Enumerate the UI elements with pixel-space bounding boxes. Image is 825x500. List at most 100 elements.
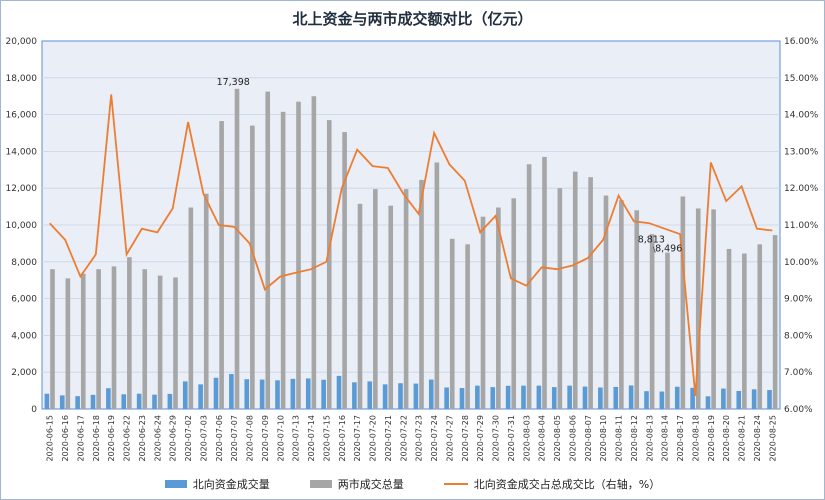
series-total-volume <box>50 88 778 410</box>
x-tick-label: 2020-08-11 <box>615 415 624 462</box>
x-tick-label: 2020-08-21 <box>738 415 747 462</box>
bar-northbound <box>767 390 772 409</box>
bar-northbound <box>751 389 757 409</box>
x-tick-label: 2020-07-27 <box>445 415 454 462</box>
y-axis-left-ticks: 0 2,000 4,000 6,000 8,000 10,000 12,000 14,000 1… <box>6 37 38 415</box>
x-tick-label: 2020-06-17 <box>76 415 85 462</box>
x-tick-label: 2020-08-19 <box>707 415 716 462</box>
y-left-tick-label: 2,000 <box>11 368 37 378</box>
bar-northbound <box>505 385 511 409</box>
legend-label-total: 两市成交总量 <box>337 478 404 491</box>
bar-total <box>388 205 394 409</box>
bar-total <box>342 132 347 409</box>
bar-total <box>142 269 148 409</box>
x-tick-label: 2020-07-06 <box>215 415 224 462</box>
bar-northbound <box>444 387 449 409</box>
bar-total <box>250 125 255 409</box>
y-left-tick-label: 6,000 <box>11 295 37 305</box>
bar-total <box>511 198 517 409</box>
bar-total <box>572 171 578 409</box>
legend-item-total: 两市成交总量 <box>309 476 404 492</box>
y-axis-right-ticks: 6.00% 7.00% 8.00% 9.00% 10.00% 11.00% 12.00% 13… <box>784 37 819 415</box>
x-tick-label: 2020-07-14 <box>307 415 316 462</box>
x-tick-label: 2020-07-30 <box>492 415 501 462</box>
bar-total <box>188 207 194 409</box>
legend-label-northbound: 北向资金成交量 <box>192 478 270 491</box>
bar-northbound <box>398 383 403 409</box>
x-tick-label: 2020-06-23 <box>138 415 147 462</box>
bar-total <box>219 121 224 409</box>
bar-northbound <box>382 384 388 409</box>
bar-total <box>772 235 778 409</box>
x-tick-label: 2020-07-28 <box>461 415 470 462</box>
y-left-tick-label: 14,000 <box>6 147 38 157</box>
x-tick-label: 2020-07-17 <box>353 415 362 462</box>
bar-total <box>265 91 271 409</box>
bar-northbound <box>551 387 557 409</box>
x-tick-label: 2020-06-29 <box>169 415 178 462</box>
x-tick-label: 2020-07-07 <box>230 415 239 462</box>
y-right-tick-label: 16.00% <box>784 37 819 47</box>
bar-northbound <box>90 394 96 409</box>
legend-label-ratio: 北向资金成交占总成交比（右轴，%） <box>473 478 661 491</box>
x-tick-label: 2020-08-14 <box>661 415 670 462</box>
x-tick-label: 2020-07-24 <box>430 415 439 462</box>
legend-item-ratio: 北向资金成交占总成交比（右轴，%） <box>443 476 661 492</box>
x-tick-label: 2020-08-06 <box>568 415 577 462</box>
bar-total <box>203 193 209 409</box>
x-tick-label: 2020-06-24 <box>153 415 162 462</box>
bar-northbound <box>721 388 726 409</box>
bar-total <box>50 269 55 409</box>
y-right-tick-label: 13.00% <box>784 147 819 157</box>
y-right-tick-label: 10.00% <box>784 258 819 268</box>
x-tick-label: 2020-06-16 <box>61 415 70 462</box>
bar-northbound <box>428 379 434 409</box>
x-tick-label: 2020-07-10 <box>276 415 285 462</box>
bar-total <box>695 208 701 409</box>
bar-northbound <box>213 377 219 409</box>
bar-total <box>649 234 655 409</box>
annotation-value: 8,496 <box>655 243 682 254</box>
x-axis-ticks: 2020-06-15 2020-06-16 2020-06-17 2020-06-18… <box>46 415 778 462</box>
y-left-tick-label: 10,000 <box>6 221 38 231</box>
bar-total <box>127 257 132 409</box>
x-tick-label: 2020-08-10 <box>599 415 608 462</box>
y-right-tick-label: 12.00% <box>784 184 819 194</box>
bar-total <box>465 244 470 409</box>
chart-title: 北上资金与两市成交额对比（亿元） <box>292 10 533 28</box>
bar-total <box>726 248 732 409</box>
bar-northbound <box>705 396 711 409</box>
x-tick-label: 2020-08-17 <box>676 415 685 462</box>
x-tick-label: 2020-06-22 <box>123 415 132 462</box>
x-tick-label: 2020-07-20 <box>369 415 378 462</box>
bar-northbound <box>167 393 173 409</box>
x-tick-label: 2020-07-03 <box>199 415 208 462</box>
bar-total <box>403 189 409 409</box>
bar-northbound <box>198 384 203 409</box>
x-tick-label: 2020-08-07 <box>584 415 593 462</box>
bar-total <box>157 275 163 409</box>
bar-northbound <box>690 387 695 409</box>
y-left-tick-label: 16,000 <box>6 111 38 121</box>
series-ratio-line <box>49 94 773 397</box>
gridlines <box>42 77 780 373</box>
bar-total <box>542 156 547 409</box>
bar-northbound <box>613 386 619 409</box>
x-tick-label: 2020-06-18 <box>92 415 101 462</box>
bar-northbound <box>644 391 649 409</box>
bar-northbound <box>305 378 311 409</box>
x-tick-label: 2020-06-15 <box>46 415 55 462</box>
x-tick-label: 2020-07-15 <box>322 415 331 462</box>
x-tick-label: 2020-07-23 <box>415 415 424 462</box>
bar-total <box>357 203 363 409</box>
y-left-tick-label: 0 <box>31 405 37 415</box>
bar-total <box>711 209 716 409</box>
bar-total <box>757 244 763 409</box>
x-tick-label: 2020-08-13 <box>645 415 654 462</box>
bar-total <box>326 120 332 410</box>
bar-total <box>480 216 486 409</box>
y-right-tick-label: 11.00% <box>784 221 819 231</box>
x-tick-label: 2020-07-08 <box>246 415 255 462</box>
